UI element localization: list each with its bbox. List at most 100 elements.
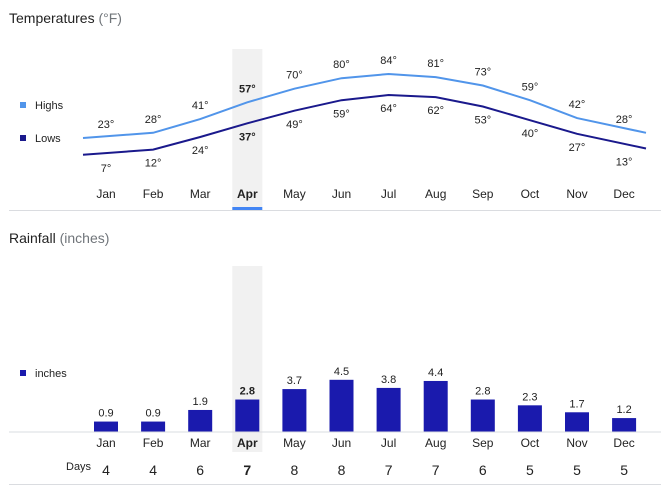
bar-sep — [470, 399, 495, 432]
data-label-low-mar: 24° — [192, 145, 209, 157]
data-label-high-jan: 23° — [98, 119, 115, 131]
tick-label-temp-jan: Jan — [96, 187, 115, 201]
data-label-low-apr: 37° — [239, 131, 256, 143]
data-label-low-jan: 7° — [101, 163, 112, 175]
data-label-high-may: 70° — [286, 70, 303, 82]
tick-label-rain-jun: Jun — [332, 436, 351, 450]
bar-apr — [235, 399, 260, 432]
legend-highs-swatch — [20, 102, 26, 108]
selected-band-temperatures — [232, 49, 263, 207]
data-label-high-jun: 80° — [333, 59, 350, 71]
data-label-high-aug: 81° — [427, 58, 444, 70]
data-label-rain-aug: 4.4 — [428, 367, 443, 379]
tick-label-rain-mar: Mar — [190, 436, 211, 450]
tick-label-temp-mar: Mar — [190, 187, 211, 201]
days-value-apr: 7 — [243, 462, 251, 478]
legend-lows-label: Lows — [35, 133, 61, 145]
rainfall-title: Rainfall (inches) — [9, 230, 109, 246]
days-value-jul: 7 — [385, 462, 393, 478]
data-label-low-may: 49° — [286, 119, 303, 131]
tick-label-rain-jan: Jan — [96, 436, 115, 450]
legend-lows-swatch — [20, 135, 26, 141]
data-label-high-sep: 73° — [474, 67, 491, 79]
days-value-sep: 6 — [479, 462, 487, 478]
days-value-aug: 7 — [432, 462, 440, 478]
bar-feb — [141, 421, 166, 432]
data-label-rain-nov: 1.7 — [569, 398, 584, 410]
bar-nov — [565, 412, 589, 432]
bar-aug — [423, 380, 448, 432]
days-value-dec: 5 — [620, 462, 628, 478]
bar-jul — [376, 387, 401, 432]
bar-jan — [94, 421, 118, 432]
data-label-low-oct: 40° — [522, 128, 539, 140]
tick-label-temp-jun: Jun — [332, 187, 351, 201]
data-label-low-nov: 27° — [569, 142, 586, 154]
tick-label-rain-dec: Dec — [613, 436, 634, 450]
data-label-rain-mar: 1.9 — [193, 396, 208, 408]
tick-label-rain-jul: Jul — [381, 436, 396, 450]
data-label-high-apr: 57° — [239, 83, 256, 95]
data-label-low-jun: 59° — [333, 108, 350, 120]
tick-label-temp-nov: Nov — [566, 187, 587, 201]
data-label-low-aug: 62° — [427, 105, 444, 117]
temperatures-unit: (°F) — [98, 10, 122, 26]
data-label-low-jul: 64° — [380, 103, 397, 115]
data-label-high-nov: 42° — [569, 99, 586, 111]
data-label-rain-feb: 0.9 — [145, 408, 160, 420]
bar-jun — [329, 379, 354, 432]
legend-inches-label: inches — [35, 368, 67, 380]
legend-inches-swatch — [20, 370, 26, 376]
data-label-rain-jun: 4.5 — [334, 366, 349, 378]
tick-label-rain-feb: Feb — [143, 436, 164, 450]
days-value-jan: 4 — [102, 462, 110, 478]
legend-lows: Lows — [20, 133, 61, 145]
tick-label-rain-may: May — [283, 436, 306, 450]
days-value-feb: 4 — [149, 462, 157, 478]
tick-label-temp-may: May — [283, 187, 306, 201]
tick-label-temp-apr: Apr — [237, 187, 258, 201]
series-line-highs — [82, 72, 647, 139]
tick-label-temp-aug: Aug — [425, 187, 446, 201]
data-label-low-sep: 53° — [474, 115, 491, 127]
tick-label-rain-apr: Apr — [237, 436, 258, 450]
tick-label-temp-feb: Feb — [143, 187, 164, 201]
rainfall-unit: (inches) — [59, 230, 110, 246]
data-label-rain-apr: 2.8 — [240, 386, 255, 398]
series-line-lows — [82, 93, 647, 156]
days-value-jun: 8 — [338, 462, 346, 478]
selected-month-underline — [232, 207, 263, 210]
data-label-rain-jan: 0.9 — [98, 408, 113, 420]
tick-label-rain-oct: Oct — [521, 436, 540, 450]
bar-mar — [188, 409, 213, 432]
bottom-divider — [9, 484, 661, 485]
data-label-rain-sep: 2.8 — [475, 386, 490, 398]
temperatures-title: Temperatures (°F) — [9, 10, 122, 26]
tick-label-temp-sep: Sep — [472, 187, 494, 201]
tick-label-rain-aug: Aug — [425, 436, 446, 450]
days-value-oct: 5 — [526, 462, 534, 478]
days-value-nov: 5 — [573, 462, 581, 478]
temperatures-title-text: Temperatures — [9, 10, 95, 26]
tick-label-temp-dec: Dec — [613, 187, 634, 201]
section-divider — [9, 210, 661, 211]
data-label-low-dec: 13° — [616, 157, 633, 169]
data-label-rain-may: 3.7 — [287, 375, 302, 387]
legend-highs-label: Highs — [35, 100, 64, 112]
data-label-high-oct: 59° — [522, 81, 539, 93]
data-label-high-jul: 84° — [380, 55, 397, 67]
legend-highs: Highs — [20, 100, 63, 112]
tick-label-temp-jul: Jul — [381, 187, 396, 201]
bar-dec — [612, 418, 637, 432]
bar-oct — [517, 405, 542, 432]
data-label-high-dec: 28° — [616, 114, 633, 126]
bar-may — [282, 389, 307, 432]
rainfall-title-text: Rainfall — [9, 230, 56, 246]
data-label-rain-dec: 1.2 — [616, 404, 631, 416]
days-value-may: 8 — [291, 462, 299, 478]
data-label-low-feb: 12° — [145, 158, 162, 170]
data-label-high-feb: 28° — [145, 114, 162, 126]
days-label: Days — [66, 461, 92, 473]
tick-label-temp-oct: Oct — [521, 187, 540, 201]
